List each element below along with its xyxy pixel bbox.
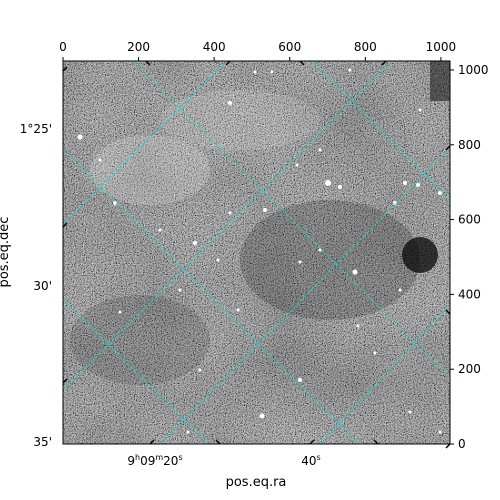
star-0 bbox=[77, 134, 83, 140]
star-14 bbox=[216, 258, 220, 262]
star-7 bbox=[338, 185, 342, 189]
world-tick-5 bbox=[309, 439, 315, 445]
star-28 bbox=[318, 248, 322, 252]
ra-m: 09 bbox=[140, 454, 155, 468]
world-tick-12 bbox=[445, 309, 451, 315]
star-35 bbox=[98, 158, 102, 162]
star-31 bbox=[158, 228, 162, 232]
star-18 bbox=[178, 288, 182, 292]
star-12 bbox=[438, 191, 442, 195]
right-y-tick-label-1: 200 bbox=[458, 362, 481, 376]
right-y-tick-label-0: 0 bbox=[458, 437, 466, 451]
star-23 bbox=[259, 413, 265, 419]
grid-line-0 bbox=[63, 61, 228, 226]
world-tick-11 bbox=[445, 145, 451, 151]
top-x-tick-label-2: 400 bbox=[203, 40, 226, 54]
star-11 bbox=[416, 183, 420, 187]
star-32 bbox=[348, 68, 352, 72]
star-4 bbox=[270, 70, 274, 74]
star-24 bbox=[186, 430, 190, 434]
star-21 bbox=[373, 351, 377, 355]
world-tick-9 bbox=[381, 60, 387, 66]
star-15 bbox=[263, 208, 267, 212]
pixel-axes: 0 200 400 600 800 1000 0 200 400 600 800 1000 bbox=[59, 40, 488, 451]
star-26 bbox=[408, 410, 412, 414]
grid-line-1 bbox=[63, 62, 391, 391]
grid-line-4 bbox=[132, 61, 450, 379]
star-19 bbox=[236, 308, 240, 312]
wcs-grid bbox=[63, 61, 450, 444]
star-2 bbox=[228, 101, 232, 105]
star-13 bbox=[193, 241, 197, 245]
y-axis-title: pos.eq.dec bbox=[0, 217, 12, 288]
plot-frame bbox=[62, 60, 451, 445]
world-tick-0 bbox=[62, 66, 68, 72]
grid-line-2 bbox=[160, 147, 450, 444]
x-axis-title: pos.eq.ra bbox=[226, 475, 287, 490]
star-8 bbox=[352, 269, 358, 275]
right-y-tick-label-3: 600 bbox=[458, 213, 481, 227]
top-x-tick-label-3: 600 bbox=[278, 40, 301, 54]
ra-tick-label-1: 40s bbox=[301, 453, 320, 468]
star-6 bbox=[325, 180, 331, 186]
star-25 bbox=[438, 430, 442, 434]
point-sources bbox=[77, 68, 442, 434]
sky-image bbox=[63, 61, 450, 444]
grid-line-5 bbox=[63, 149, 360, 444]
ra-s-2: 40 bbox=[301, 454, 316, 468]
star-16 bbox=[295, 163, 299, 167]
dec-tick-label-2: 35' bbox=[33, 435, 52, 449]
world-tick-2 bbox=[62, 378, 68, 384]
world-tick-1 bbox=[62, 222, 68, 228]
top-x-tick-label-4: 800 bbox=[354, 40, 377, 54]
top-x-tick-label-1: 200 bbox=[127, 40, 150, 54]
ra-tick-label-0: 9h09m20s bbox=[127, 453, 182, 468]
star-3 bbox=[253, 70, 257, 74]
star-5 bbox=[318, 148, 322, 152]
star-30 bbox=[118, 310, 122, 314]
ra-h: 9 bbox=[127, 454, 135, 468]
star-17 bbox=[228, 211, 232, 215]
grid-line-6 bbox=[63, 299, 210, 444]
star-9 bbox=[393, 201, 397, 205]
right-y-tick-label-4: 800 bbox=[458, 138, 481, 152]
right-y-tick-label-2: 400 bbox=[458, 287, 481, 301]
world-tick-3 bbox=[149, 439, 155, 445]
star-33 bbox=[418, 108, 422, 112]
star-29 bbox=[198, 368, 202, 372]
star-10 bbox=[403, 181, 407, 185]
top-x-tick-label-0: 0 bbox=[59, 40, 67, 54]
grid-line-3 bbox=[319, 304, 450, 444]
right-y-tick-label-5: 1000 bbox=[458, 63, 489, 77]
world-tick-7 bbox=[145, 60, 151, 66]
world-tick-10 bbox=[299, 60, 305, 66]
dec-tick-label-1: 30' bbox=[33, 279, 52, 293]
ra-s: 20 bbox=[163, 454, 178, 468]
star-20 bbox=[356, 324, 360, 328]
grid-line-7 bbox=[312, 61, 450, 201]
top-x-tick-label-5: 1000 bbox=[426, 40, 457, 54]
dec-tick-label-0: 1°25' bbox=[20, 122, 52, 136]
world-tick-6 bbox=[373, 439, 379, 445]
world-tick-8 bbox=[225, 60, 231, 66]
world-tick-13 bbox=[445, 443, 451, 449]
world-ticks bbox=[62, 60, 451, 449]
star-27 bbox=[298, 260, 302, 264]
star-22 bbox=[298, 378, 302, 382]
world-tick-4 bbox=[215, 439, 221, 445]
star-34 bbox=[398, 288, 402, 292]
star-1 bbox=[113, 201, 117, 205]
